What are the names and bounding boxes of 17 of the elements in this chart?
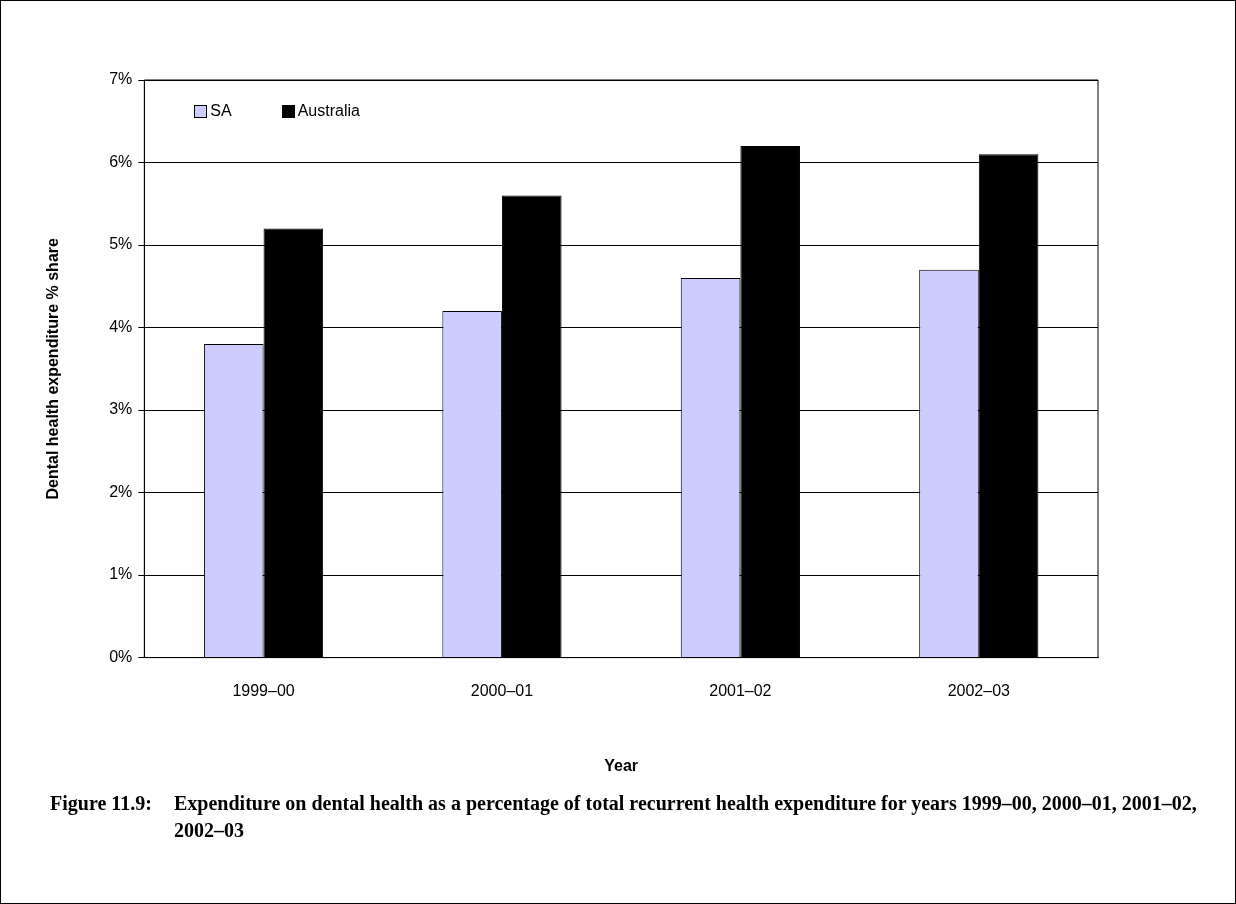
- y-axis-title: Dental health expenditure % share: [44, 238, 62, 500]
- x-axis-title: Year: [604, 756, 639, 774]
- x-tick-label: 2002–03: [947, 681, 1011, 699]
- y-tick-label: 3%: [109, 400, 133, 418]
- x-tick-label: 2001–02: [709, 681, 772, 699]
- legend-label: Australia: [297, 102, 360, 120]
- x-tick-label: 2000–01: [470, 681, 534, 699]
- x-tick-label: 1999–00: [232, 681, 295, 699]
- y-tick-label: 0%: [109, 648, 133, 666]
- y-tick-label: 5%: [109, 235, 133, 253]
- legend-label: SA: [210, 102, 232, 120]
- text: Figure 11.9: Expenditure on dental health as a percentage of total recurrent health expenditure for years 1999–00, 2000–01, 2001–02, 2002–03: [50, 791, 1198, 843]
- y-tick-label: 1%: [109, 565, 133, 583]
- y-tick-label: 6%: [109, 152, 133, 170]
- y-tick-label: 4%: [109, 317, 133, 335]
- y-tick-label: 2%: [109, 482, 133, 500]
- y-tick-label: 7%: [109, 70, 133, 88]
